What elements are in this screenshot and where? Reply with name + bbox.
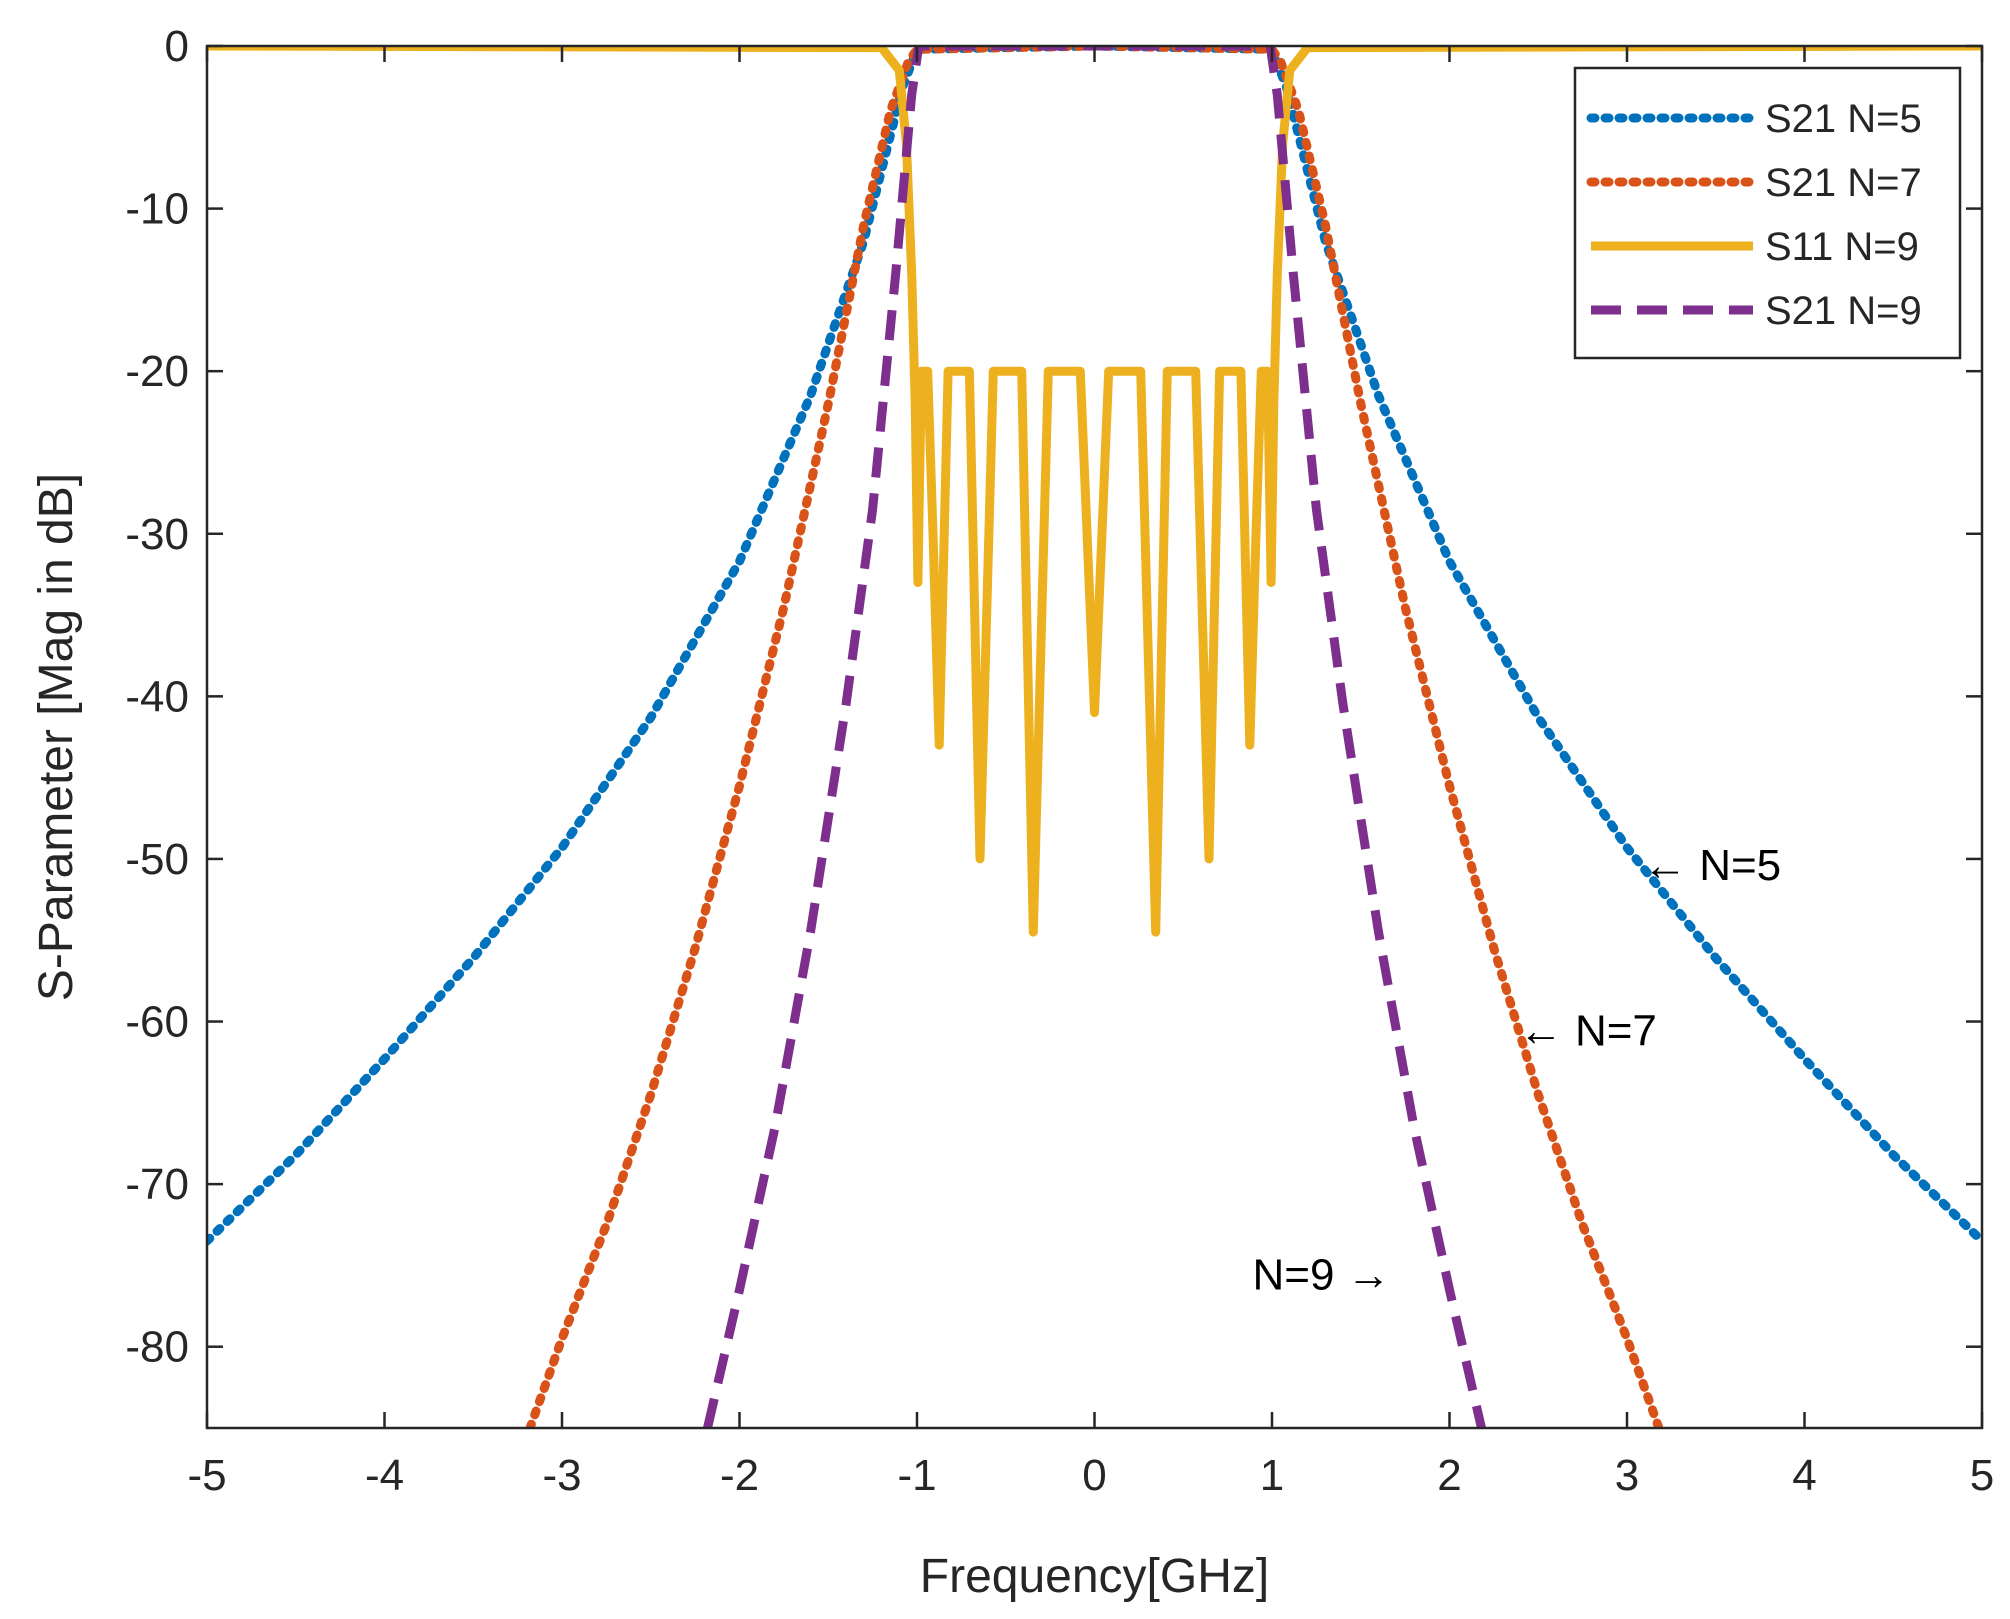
- x-tick-label: -3: [542, 1451, 581, 1500]
- y-tick-label: -20: [125, 347, 189, 396]
- x-tick-label: -5: [187, 1451, 226, 1500]
- legend-entry-label: S21 N=5: [1765, 97, 1922, 141]
- y-tick-label: -10: [125, 185, 189, 234]
- y-tick-label: -60: [125, 998, 189, 1047]
- series-line-s11-n-9: [207, 46, 1982, 937]
- x-tick-label: 3: [1615, 1451, 1639, 1500]
- legend-entry-label: S11 N=9: [1765, 225, 1919, 269]
- y-tick-label: -80: [125, 1323, 189, 1372]
- annotation-label: N=9 →: [1252, 1251, 1390, 1300]
- y-tick-label: -40: [125, 672, 189, 721]
- y-tick-label: -70: [125, 1160, 189, 1209]
- y-tick-label: -30: [125, 510, 189, 559]
- x-tick-label: 0: [1082, 1451, 1106, 1500]
- y-tick-label: -50: [125, 835, 189, 884]
- legend-entry-label: S21 N=9: [1765, 289, 1922, 333]
- series-line-s21-n-9: [703, 46, 1486, 1428]
- series-line-s21-n-7: [525, 46, 1664, 1428]
- annotations-layer: ← N=5 ← N=7 N=9 →: [1252, 841, 1781, 1300]
- legend: S21 N=5 S21 N=7 S11 N=9 S21 N=9: [1573, 66, 1962, 360]
- x-tick-label: 4: [1792, 1451, 1816, 1500]
- ticks-layer: -5 -4 -3 -2 -1 0 1 2 3 4 50-10-20-30-40-50-60-70-8…: [125, 22, 1994, 1500]
- y-axis-title: S-Parameter [Mag in dB]: [30, 473, 83, 1001]
- x-tick-label: -4: [365, 1451, 404, 1500]
- annotation-label: ← N=5: [1643, 841, 1781, 890]
- series-layer: [207, 46, 1982, 1428]
- x-tick-label: 2: [1437, 1451, 1461, 1500]
- x-axis-title: Frequency[GHz]: [920, 1550, 1269, 1603]
- x-tick-label: -1: [897, 1451, 936, 1500]
- y-tick-label: 0: [165, 22, 189, 71]
- series-line-s21-n-5: [207, 46, 1982, 1246]
- legend-entry-label: S21 N=7: [1765, 161, 1922, 205]
- x-tick-label: 1: [1260, 1451, 1284, 1500]
- x-tick-label: -2: [720, 1451, 759, 1500]
- x-tick-label: 5: [1970, 1451, 1994, 1500]
- annotation-label: ← N=7: [1519, 1007, 1657, 1056]
